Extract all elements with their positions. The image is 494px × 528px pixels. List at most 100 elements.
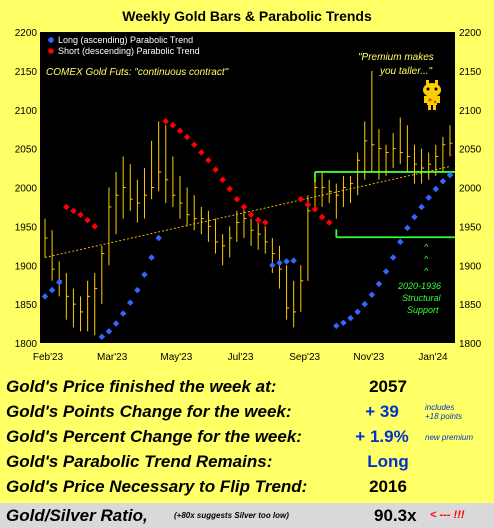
- short-trend-point: [70, 207, 77, 215]
- price-bar: [342, 175, 346, 207]
- price-bar: [442, 136, 446, 172]
- premium-note-line1: "Premium makes: [358, 52, 434, 63]
- support-note-line3: Support: [407, 305, 439, 315]
- short-trend-point: [318, 213, 326, 221]
- ratio-value: 90.3x: [374, 506, 417, 525]
- y-tick-label-right: 2050: [459, 145, 482, 156]
- price-bar: [449, 125, 453, 157]
- long-trend-point: [446, 171, 454, 179]
- long-trend-point: [155, 234, 162, 242]
- trend-layer: [44, 166, 451, 258]
- y-tick-label-right: 1900: [459, 261, 482, 272]
- support-caret-2: ^: [424, 254, 429, 264]
- stat-row-percent: Gold's Percent Change for the week: + 1.…: [0, 427, 494, 453]
- y-tick-label-left: 2050: [15, 145, 38, 156]
- price-bar: [364, 121, 368, 180]
- price-bar: [406, 125, 410, 172]
- short-trend-point: [63, 203, 70, 211]
- long-trend-point: [418, 203, 425, 211]
- points-value: + 39: [365, 402, 399, 421]
- long-trend-point: [340, 319, 347, 327]
- price-bar: [421, 148, 425, 184]
- y-tick-label-right: 2000: [459, 184, 482, 195]
- chart-svg: 1800 1800 1850 1850 1900 1900 1950 1950 2000 2000…: [15, 28, 482, 363]
- price-bar: [186, 187, 190, 227]
- long-trend-point: [354, 308, 361, 316]
- stat-row-ratio: Gold/Silver Ratio, (+80x suggests Silver…: [0, 503, 494, 528]
- percent-label: Gold's Percent Change for the week:: [6, 427, 302, 446]
- price-bar: [179, 175, 183, 219]
- price-bar: [236, 210, 240, 242]
- x-tick-label: Mar'23: [97, 352, 128, 363]
- price-bar: [371, 70, 375, 172]
- legend-short-marker: [48, 48, 54, 54]
- short-trend-point: [262, 219, 269, 226]
- long-trend-point: [439, 178, 447, 185]
- trend-label: Gold's Parabolic Trend Remains:: [6, 452, 273, 471]
- long-trend-point: [382, 268, 390, 275]
- points-note: includes +18 points: [425, 403, 462, 421]
- price-value: 2057: [369, 377, 407, 396]
- long-trend-point: [375, 280, 383, 288]
- price-bar: [215, 218, 219, 254]
- price-bar: [207, 210, 211, 242]
- long-trend-point: [411, 213, 418, 221]
- price-bar: [172, 156, 176, 207]
- support-layer: [314, 171, 455, 239]
- short-trend-point: [311, 206, 319, 213]
- price-bar: [193, 195, 197, 231]
- short-trend-point: [176, 127, 184, 134]
- flip-value: 2016: [369, 477, 407, 496]
- y-tick-label-left: 2000: [15, 184, 38, 195]
- long-trend-point: [127, 299, 134, 306]
- long-trend-point: [333, 322, 340, 330]
- price-bar: [264, 226, 268, 254]
- price-bar: [300, 265, 304, 312]
- short-trend-point: [183, 133, 191, 141]
- flip-label: Gold's Price Necessary to Flip Trend:: [6, 477, 308, 496]
- stat-row-trend: Gold's Parabolic Trend Remains: Long: [0, 452, 494, 478]
- y-tick-label-right: 2200: [459, 28, 482, 39]
- short-trend-point: [304, 201, 312, 208]
- short-trend-point: [212, 166, 219, 173]
- short-trend-point: [205, 157, 212, 164]
- price-bar: [257, 222, 261, 250]
- price-bar: [357, 152, 361, 196]
- price-bar: [293, 280, 297, 328]
- legend: Long (ascending) Parabolic Trend Short (…: [46, 35, 229, 78]
- points-label: Gold's Points Change for the week:: [6, 402, 292, 421]
- price-bar: [413, 144, 417, 184]
- price-label: Gold's Price finished the week at:: [6, 377, 277, 396]
- price-bar: [350, 175, 354, 204]
- x-tick-label: Jan'24: [418, 352, 448, 363]
- price-bar: [80, 296, 84, 332]
- y-tick-label-left: 1900: [15, 261, 38, 272]
- short-trend-point: [233, 195, 241, 203]
- price-bar: [286, 265, 290, 320]
- price-bar: [321, 171, 325, 207]
- stat-row-points: Gold's Points Change for the week: + 39 …: [0, 402, 494, 428]
- price-bar: [51, 230, 55, 281]
- short-trend-point: [169, 122, 177, 129]
- y-tick-layer: 1800 1800 1850 1850 1900 1900 1950 1950 2000 2000…: [15, 28, 482, 350]
- support-note-line2: Structural: [402, 293, 442, 303]
- y-tick-label-right: 1800: [459, 339, 482, 350]
- price-bar: [435, 144, 439, 176]
- short-trend-point: [91, 223, 98, 230]
- chart-title: Weekly Gold Bars & Parabolic Trends: [122, 8, 372, 24]
- x-tick-label: Nov'23: [353, 352, 384, 363]
- price-bar: [307, 195, 311, 281]
- price-bar: [115, 171, 119, 235]
- x-tick-layer: Feb'23 Mar'23 May'23 Jul'23 Sep'23 Nov'23 Jan'…: [33, 352, 448, 363]
- price-bar: [200, 206, 204, 235]
- support-caret-1: ^: [424, 242, 429, 252]
- trend-line: [44, 166, 451, 258]
- y-tick-label-left: 1950: [15, 222, 38, 233]
- long-trend-point: [361, 300, 368, 308]
- price-bar: [392, 133, 396, 169]
- short-trend-point: [297, 195, 305, 203]
- price-bar: [165, 125, 169, 204]
- y-tick-label-left: 2200: [15, 28, 38, 39]
- long-trend-point: [397, 238, 404, 246]
